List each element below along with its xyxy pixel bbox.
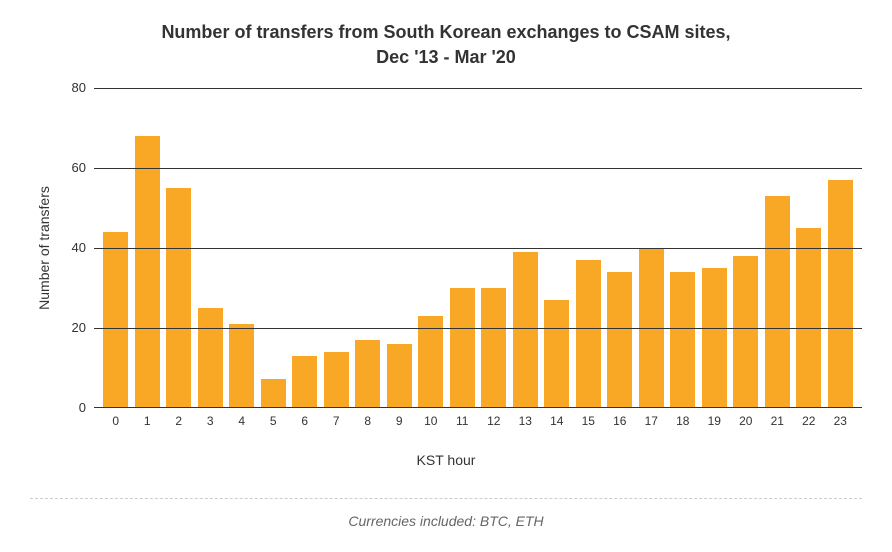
chart-title: Number of transfers from South Korean ex… xyxy=(30,20,862,70)
xtick: 18 xyxy=(667,414,699,428)
xtick: 21 xyxy=(762,414,794,428)
xtick: 9 xyxy=(384,414,416,428)
xtick: 16 xyxy=(604,414,636,428)
xtick: 2 xyxy=(163,414,195,428)
xtick: 13 xyxy=(510,414,542,428)
xtick: 1 xyxy=(132,414,164,428)
xaxis-spacer xyxy=(30,414,94,428)
xtick: 12 xyxy=(478,414,510,428)
xaxis-row: 01234567891011121314151617181920212223 xyxy=(30,414,862,428)
gridline xyxy=(94,168,862,169)
xtick: 6 xyxy=(289,414,321,428)
xtick: 10 xyxy=(415,414,447,428)
bar xyxy=(229,324,254,408)
xtick: 23 xyxy=(825,414,857,428)
xtick: 20 xyxy=(730,414,762,428)
bar xyxy=(670,272,695,408)
bar xyxy=(544,300,569,408)
bar xyxy=(292,356,317,408)
bar xyxy=(135,136,160,407)
bar xyxy=(607,272,632,408)
xtick: 14 xyxy=(541,414,573,428)
xtick: 3 xyxy=(195,414,227,428)
x-axis-label: KST hour xyxy=(30,452,862,468)
xtick: 0 xyxy=(100,414,132,428)
bar xyxy=(355,340,380,408)
title-line-2: Dec '13 - Mar '20 xyxy=(376,47,516,67)
bar xyxy=(103,232,128,407)
footnote: Currencies included: BTC, ETH xyxy=(0,513,892,529)
gridline xyxy=(94,328,862,329)
xtick: 11 xyxy=(447,414,479,428)
xtick: 4 xyxy=(226,414,258,428)
bar xyxy=(166,188,191,407)
plot-area: Number of transfers 806040200 xyxy=(30,88,862,408)
bar xyxy=(324,352,349,408)
xtick: 17 xyxy=(636,414,668,428)
chart-container: Number of transfers from South Korean ex… xyxy=(0,0,892,468)
bar xyxy=(828,180,853,407)
bar xyxy=(450,288,475,408)
bar xyxy=(387,344,412,408)
bar xyxy=(261,379,286,407)
ytick-column: 806040200 xyxy=(58,88,94,408)
ylabel-column: Number of transfers xyxy=(30,88,58,408)
bar xyxy=(513,252,538,408)
y-axis-label: Number of transfers xyxy=(36,187,52,311)
xtick: 7 xyxy=(321,414,353,428)
xtick-row: 01234567891011121314151617181920212223 xyxy=(94,414,862,428)
bar xyxy=(796,228,821,407)
divider-line xyxy=(30,498,862,499)
bar xyxy=(198,308,223,408)
plot xyxy=(94,88,862,408)
xtick: 5 xyxy=(258,414,290,428)
gridline xyxy=(94,88,862,89)
xtick: 15 xyxy=(573,414,605,428)
bar xyxy=(576,260,601,408)
bar xyxy=(765,196,790,407)
bar xyxy=(733,256,758,408)
gridline xyxy=(94,248,862,249)
xtick: 8 xyxy=(352,414,384,428)
bar xyxy=(702,268,727,408)
xtick: 19 xyxy=(699,414,731,428)
title-line-1: Number of transfers from South Korean ex… xyxy=(161,22,730,42)
bar xyxy=(418,316,443,408)
xtick: 22 xyxy=(793,414,825,428)
bar xyxy=(481,288,506,408)
